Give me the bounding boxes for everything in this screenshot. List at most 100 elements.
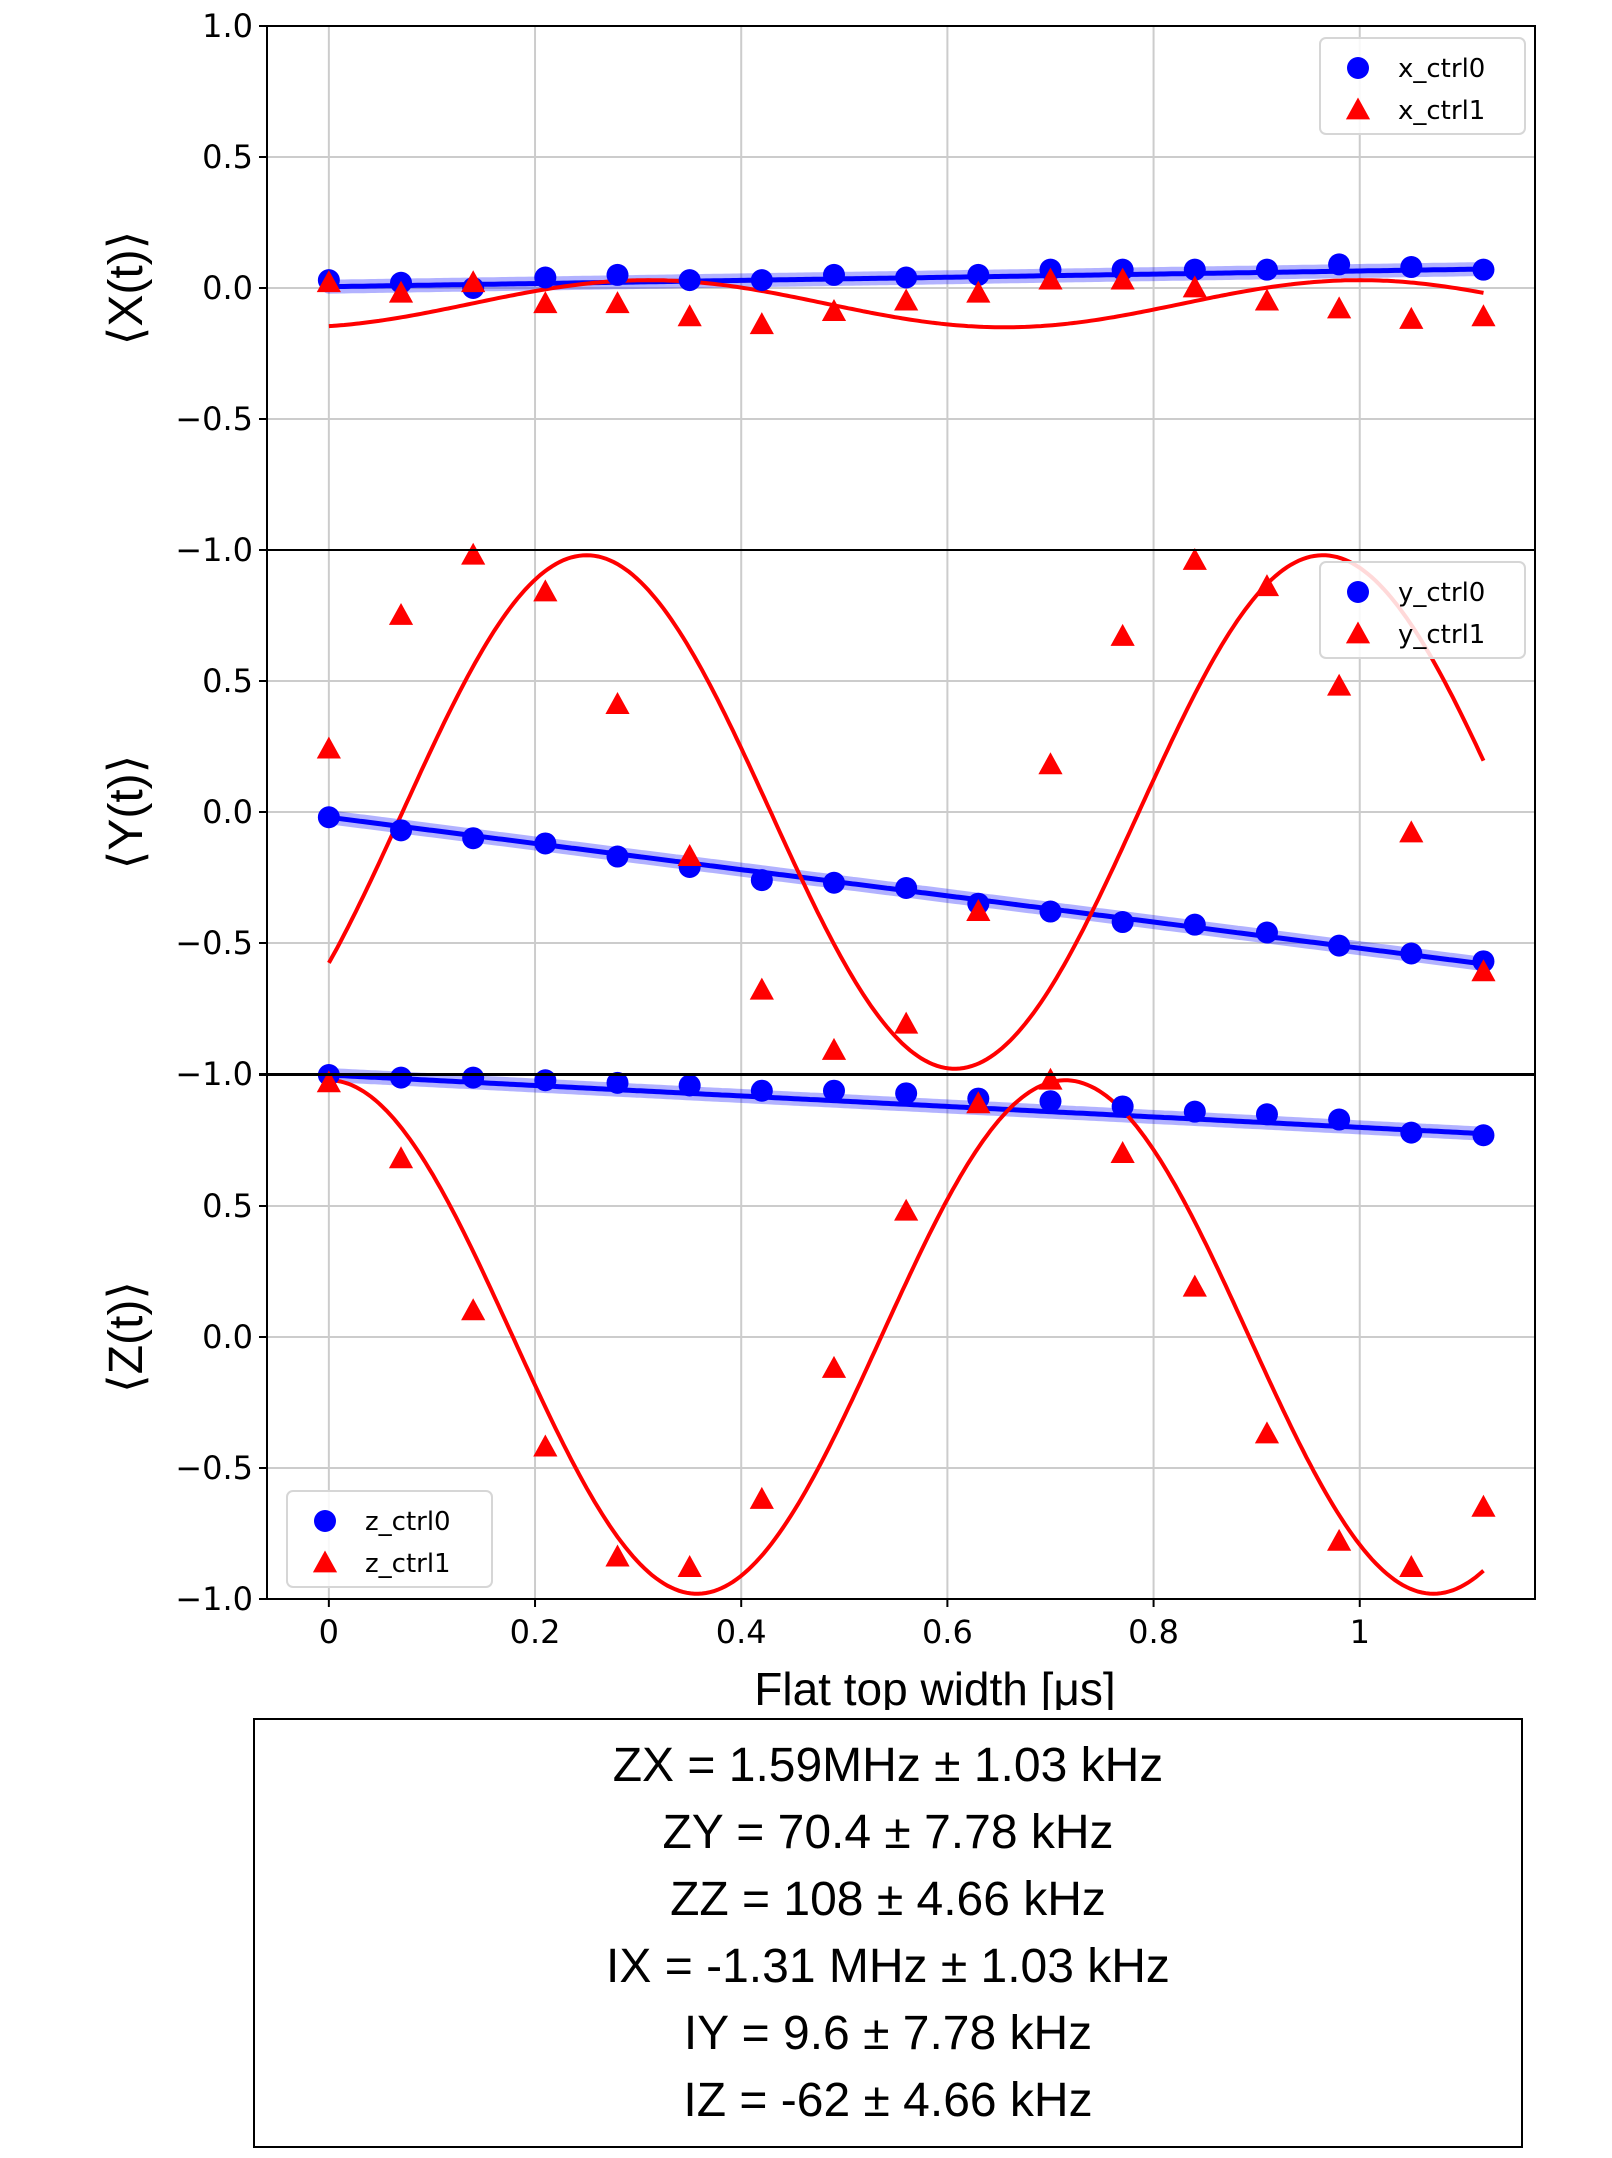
panel-1-y_ctrl0-point-3 bbox=[534, 832, 557, 855]
panel-1-y_ctrl0-point-0 bbox=[317, 806, 340, 829]
panel-1-y_ctrl0-point-11 bbox=[1111, 911, 1134, 934]
panel-2-y-tick-label-4: −1.0 bbox=[175, 1580, 253, 1618]
fit-layer bbox=[321, 262, 1491, 1596]
panel-2-z_ctrl1-point-4 bbox=[605, 1544, 630, 1567]
panel-2-z_ctrl1-point-5 bbox=[677, 1555, 702, 1577]
panel-1-y_ctrl0-point-4 bbox=[606, 845, 629, 868]
panel-0-x_ctrl1-point-13 bbox=[1254, 288, 1280, 311]
panel-0-x_ctrl1-point-14 bbox=[1327, 296, 1352, 319]
panel-0-x_ctrl1-point-1 bbox=[388, 280, 414, 303]
result-iz: IZ = -62 ± 4.66 kHz bbox=[683, 2074, 1093, 2127]
x-tick-label-4: 0.8 bbox=[1128, 1613, 1179, 1651]
panel-1-y-tick-label-3: −0.5 bbox=[175, 924, 253, 962]
panel-1-y_ctrl1-point-3 bbox=[533, 579, 558, 602]
panel-2-y-tick-label-2: 0.0 bbox=[202, 1318, 253, 1356]
panel-0-x_ctrl1-point-16 bbox=[1471, 304, 1496, 327]
panel-1-y-tick-label-2: 0.0 bbox=[202, 793, 253, 831]
result-zx: ZX = 1.59MHz ± 1.03 kHz bbox=[612, 1739, 1164, 1792]
panel-1-y_ctrl1-point-6 bbox=[749, 977, 774, 1000]
panel-0-x_ctrl1-point-0 bbox=[316, 270, 341, 293]
panel-0-x_ctrl1-point-3 bbox=[533, 291, 558, 314]
panel-2-z_ctrl0-point-3 bbox=[534, 1069, 557, 1092]
panel-2-z_ctrl1-point-7 bbox=[821, 1355, 847, 1378]
panel-1-y_ctrl1-point-1 bbox=[388, 602, 414, 625]
panel-1-y_ctrl1-point-2 bbox=[461, 542, 486, 565]
panel-2-z_ctrl1-fit-line bbox=[328, 1078, 1485, 1596]
panel-1-y-axis-label: ⟨Y(t)⟩ bbox=[100, 755, 153, 870]
panel-0-legend-marker-0 bbox=[1347, 57, 1369, 79]
panel-2-z_ctrl0-point-10 bbox=[1039, 1090, 1062, 1113]
panel-2-y-tick-label-3: −0.5 bbox=[175, 1449, 253, 1487]
panel-1-legend-marker-0 bbox=[1347, 581, 1369, 603]
panel-2-z_ctrl1-point-15 bbox=[1399, 1555, 1424, 1577]
panel-2-legend-box bbox=[286, 1490, 493, 1588]
panel-0-x_ctrl0-point-3 bbox=[534, 266, 557, 289]
panel-2-z_ctrl0-point-1 bbox=[390, 1066, 413, 1089]
panel-2-y-tick-label-1: 0.5 bbox=[202, 1187, 253, 1225]
panel-0-x_ctrl1-point-15 bbox=[1399, 306, 1424, 329]
panel-2-z_ctrl1-point-6 bbox=[749, 1486, 774, 1509]
panel-1-y_ctrl0-point-10 bbox=[1039, 900, 1062, 923]
panel-0-x_ctrl1-point-5 bbox=[677, 304, 702, 327]
panel-0-legend-label-0: x_ctrl0 bbox=[1398, 54, 1485, 84]
panel-1-y_ctrl1-point-15 bbox=[1399, 820, 1424, 843]
result-iy: IY = 9.6 ± 7.78 kHz bbox=[683, 2007, 1093, 2060]
panel-2-legend-marker-1 bbox=[312, 1550, 338, 1573]
panel-2-z_ctrl0-point-2 bbox=[462, 1066, 485, 1089]
panel-0-y-tick-label-0: 1.0 bbox=[202, 7, 253, 45]
panel-2-z_ctrl1-point-10 bbox=[1038, 1067, 1063, 1090]
panel-2-z_ctrl0-point-5 bbox=[678, 1074, 701, 1097]
panel-0-x_ctrl0-point-13 bbox=[1255, 258, 1278, 281]
panel-1-legend-label-0: y_ctrl0 bbox=[1398, 578, 1485, 608]
panel-1-y_ctrl1-point-11 bbox=[1110, 623, 1135, 646]
result-zz: ZZ = 108 ± 4.66 kHz bbox=[670, 1873, 1106, 1926]
panel-0-x_ctrl0-point-7 bbox=[822, 263, 845, 286]
panel-1-y_ctrl0-point-1 bbox=[390, 819, 413, 842]
panel-0-x_ctrl1-point-11 bbox=[1110, 267, 1135, 290]
panel-0-x_ctrl0-point-9 bbox=[967, 263, 990, 286]
panel-0-x_ctrl0-point-14 bbox=[1328, 253, 1351, 276]
panel-2-z_ctrl0-point-15 bbox=[1400, 1121, 1423, 1144]
panel-0-x_ctrl0-point-8 bbox=[895, 266, 918, 289]
x-tick-label-2: 0.4 bbox=[716, 1613, 767, 1651]
panel-1-y-tick-label-1: 0.5 bbox=[202, 662, 253, 700]
panel-2-z_ctrl0-point-8 bbox=[895, 1082, 918, 1105]
panel-2-z_ctrl0-point-13 bbox=[1255, 1103, 1278, 1126]
panel-1-y_ctrl1-point-9 bbox=[966, 899, 991, 921]
panel-1-y_ctrl0-point-2 bbox=[462, 827, 485, 850]
panel-2-legend-marker-0 bbox=[314, 1510, 336, 1532]
panel-2-z_ctrl0-point-12 bbox=[1183, 1100, 1206, 1123]
panel-2-z_ctrl0-point-7 bbox=[822, 1079, 845, 1102]
result-ix: IX = -1.31 MHz ± 1.03 kHz bbox=[606, 1940, 1170, 1993]
result-zy: ZY = 70.4 ± 7.78 kHz bbox=[662, 1806, 1114, 1859]
panel-0-y-axis-label: ⟨X(t)⟩ bbox=[100, 231, 153, 346]
panel-0-x_ctrl0-point-6 bbox=[750, 269, 773, 292]
panel-2-z_ctrl0-point-16 bbox=[1472, 1124, 1495, 1147]
panel-1-y_ctrl1-point-13 bbox=[1254, 574, 1280, 597]
panel-0-x_ctrl0-point-12 bbox=[1183, 258, 1206, 281]
panel-0-legend-box bbox=[1319, 37, 1526, 135]
panel-0-x_ctrl1-point-4 bbox=[605, 291, 630, 314]
panel-0-x_ctrl1-point-6 bbox=[749, 312, 774, 335]
panel-1-y_ctrl0-point-8 bbox=[895, 876, 918, 899]
panel-0-y-tick-label-4: −1.0 bbox=[175, 531, 253, 569]
panel-2-z_ctrl1-point-9 bbox=[966, 1091, 991, 1114]
chart: 1.0 0.5 0.0 −0.5 −1.0 ⟨X(t)⟩ 0.5 0.0 −0.5 −1.0 ⟨Y(… bbox=[100, 7, 1536, 1710]
panel-1-y_ctrl1-point-5 bbox=[677, 844, 702, 866]
panel-1-y_ctrl1-point-16 bbox=[1471, 959, 1496, 982]
panel-1-y_ctrl1-point-0 bbox=[316, 736, 341, 759]
panel-2-z_ctrl1-point-3 bbox=[533, 1434, 558, 1457]
panel-2-frame bbox=[266, 1074, 1536, 1600]
panel-1-y_ctrl1-point-4 bbox=[605, 692, 630, 714]
panel-2-z_ctrl1-point-8 bbox=[894, 1198, 919, 1221]
panel-0-x_ctrl1-point-10 bbox=[1038, 267, 1063, 290]
panel-1-y_ctrl0-point-14 bbox=[1328, 934, 1351, 957]
panel-1-y_ctrl1-point-12 bbox=[1182, 547, 1207, 570]
panel-1-y_ctrl0-point-15 bbox=[1400, 942, 1423, 965]
results-box: ZX = 1.59MHz ± 1.03 kHz ZY = 70.4 ± 7.78… bbox=[253, 1718, 1523, 2148]
panel-1-y_ctrl0-point-7 bbox=[822, 871, 845, 894]
panel-2-z_ctrl1-point-1 bbox=[388, 1146, 414, 1169]
panel-1-y_ctrl0-point-12 bbox=[1183, 913, 1206, 936]
panel-1-y_ctrl1-point-10 bbox=[1038, 752, 1063, 775]
panel-0-legend-label-1: x_ctrl1 bbox=[1398, 96, 1485, 126]
